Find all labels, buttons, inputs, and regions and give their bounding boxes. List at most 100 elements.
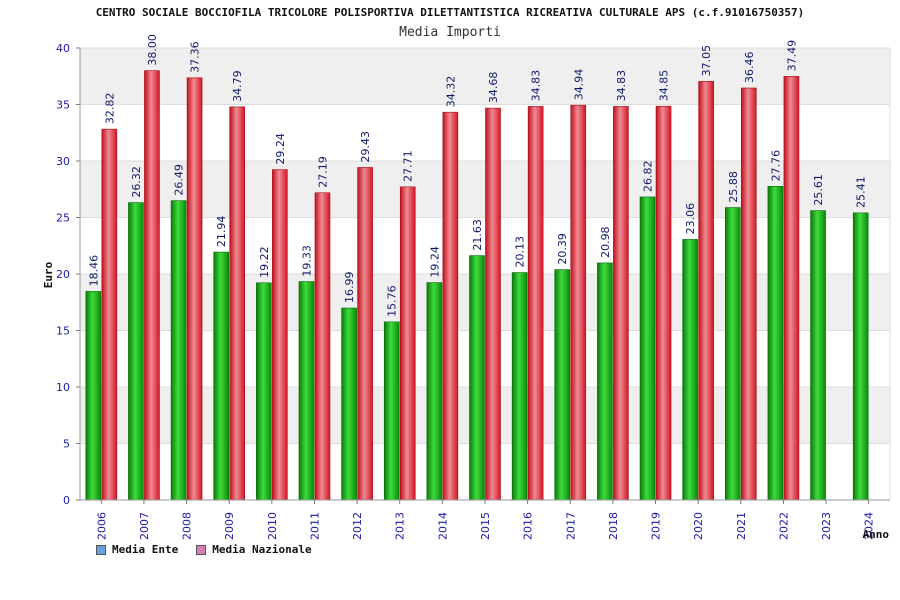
bar-media-nazionale-2010: [272, 169, 288, 501]
chart-subtitle: Media Importi: [399, 25, 501, 40]
data-label-media-ente-2016: 20.13: [514, 236, 527, 268]
data-label-media-nazionale-2017: 34.94: [572, 69, 585, 101]
x-tick-label-2007: 2007: [138, 512, 151, 540]
data-label-media-ente-2018: 20.98: [599, 226, 612, 258]
data-label-media-ente-2022: 27.76: [769, 150, 782, 182]
bar-media-nazionale-2022: [783, 76, 800, 501]
bar-media-nazionale-2018: [613, 106, 629, 501]
bar-media-ente-2012: [341, 307, 357, 501]
bar-media-nazionale-2016: [527, 106, 544, 501]
y-tick-label: 40: [56, 42, 70, 55]
x-tick-label-2013: 2013: [394, 512, 407, 540]
x-tick-label-2018: 2018: [607, 512, 620, 540]
data-label-media-nazionale-2022: 37.49: [785, 40, 798, 72]
bar-media-nazionale-2021: [740, 87, 757, 501]
x-tick-label-2012: 2012: [351, 512, 364, 540]
data-label-media-nazionale-2016: 34.83: [530, 70, 543, 102]
bar-media-ente-2010: [256, 282, 272, 501]
data-label-media-ente-2020: 23.06: [684, 203, 697, 235]
x-tick-label-2010: 2010: [266, 512, 279, 540]
legend-swatch-media-nazionale: [196, 544, 207, 555]
x-tick-label-2017: 2017: [564, 512, 577, 540]
bar-labels: 18.46 32.82 26.32 38.00 26.49 37.36 21.94 34.79…: [87, 34, 867, 317]
data-label-media-ente-2012: 16.99: [343, 272, 356, 304]
bar-media-ente-2020: [682, 239, 698, 501]
bar-media-ente-2018: [597, 262, 613, 501]
data-label-media-ente-2015: 21.63: [471, 219, 484, 251]
bar-media-ente-2024: [852, 212, 869, 501]
chart-title: CENTRO SOCIALE BOCCIOFILA TRICOLORE POLI…: [95, 6, 805, 19]
bar-media-nazionale-2013: [399, 186, 416, 501]
x-tick-label-2024: 2024: [863, 512, 876, 540]
bar-media-nazionale-2020: [698, 81, 714, 501]
bar-media-nazionale-2012: [357, 167, 373, 501]
data-label-media-nazionale-2015: 34.68: [487, 72, 500, 104]
y-tick-label: 10: [56, 381, 70, 394]
data-label-media-ente-2019: 26.82: [642, 160, 655, 192]
bar-media-ente-2016: [511, 272, 528, 501]
x-tick-label-2019: 2019: [650, 512, 663, 540]
bar-media-ente-2017: [554, 269, 571, 501]
y-tick-label: 15: [56, 325, 70, 338]
data-label-media-nazionale-2007: 38.00: [146, 34, 159, 66]
data-label-media-ente-2017: 20.39: [556, 233, 569, 265]
y-tick-labels: 0 5 10 15 20 25 30 35 40: [56, 42, 70, 507]
x-tick-label-2021: 2021: [735, 512, 748, 540]
legend: Media Ente Media Nazionale: [96, 543, 312, 556]
x-tick-label-2020: 2020: [692, 512, 705, 540]
data-label-media-nazionale-2021: 36.46: [743, 52, 756, 84]
bar-media-ente-2006: [85, 291, 102, 501]
legend-item-media-nazionale: Media Nazionale: [196, 543, 312, 556]
data-label-media-ente-2014: 19.24: [428, 246, 441, 278]
bar-media-nazionale-2015: [485, 107, 501, 501]
y-tick-label: 0: [63, 494, 70, 507]
bar-media-ente-2008: [170, 200, 187, 501]
bar-media-ente-2009: [213, 251, 230, 501]
data-label-media-nazionale-2008: 37.36: [189, 41, 202, 73]
data-label-media-nazionale-2010: 29.24: [274, 133, 287, 165]
legend-label-media-ente: Media Ente: [112, 543, 179, 556]
data-label-media-ente-2008: 26.49: [173, 164, 186, 196]
x-axis-label: Anno: [863, 528, 890, 541]
data-label-media-ente-2010: 19.22: [258, 246, 271, 278]
bar-media-ente-2007: [128, 202, 144, 501]
x-tick-label-2006: 2006: [95, 512, 108, 540]
y-tick-label: 25: [56, 212, 70, 225]
data-label-media-nazionale-2019: 34.85: [658, 70, 671, 102]
bar-media-nazionale-2008: [186, 77, 203, 501]
data-label-media-ente-2009: 21.94: [215, 216, 228, 247]
bar-media-nazionale-2011: [314, 192, 331, 501]
x-tick-label-2008: 2008: [181, 512, 194, 540]
data-label-media-ente-2006: 18.46: [87, 255, 100, 287]
data-label-media-nazionale-2013: 27.71: [402, 150, 415, 182]
bar-media-nazionale-2017: [570, 104, 587, 501]
bar-media-nazionale-2014: [442, 111, 459, 501]
x-tick-label-2011: 2011: [308, 512, 321, 540]
x-tick-label-2022: 2022: [777, 512, 790, 540]
data-label-media-nazionale-2009: 34.79: [231, 70, 244, 101]
x-tick-labels: 2006 2007 2008 2009 2010 2011 2012 2013 2014 2015…: [95, 500, 876, 540]
y-axis-label: Euro: [42, 261, 55, 288]
data-label-media-ente-2024: 25.41: [855, 176, 868, 208]
x-tick-label-2023: 2023: [820, 512, 833, 540]
bar-media-nazionale-2009: [229, 106, 246, 501]
bar-media-nazionale-2007: [144, 70, 160, 501]
bar-media-nazionale-2006: [101, 128, 118, 501]
bar-media-ente-2013: [383, 321, 400, 501]
data-label-media-ente-2011: 19.33: [300, 245, 313, 277]
x-tick-label-2014: 2014: [436, 512, 449, 540]
legend-label-media-nazionale: Media Nazionale: [212, 543, 312, 556]
data-label-media-ente-2021: 25.88: [727, 171, 740, 203]
x-tick-label-2009: 2009: [223, 512, 236, 540]
y-tick-label: 20: [56, 268, 70, 281]
y-tick-label: 35: [56, 99, 70, 112]
y-tick-label: 5: [63, 438, 70, 451]
data-label-media-nazionale-2011: 27.19: [316, 156, 329, 188]
data-label-media-nazionale-2014: 34.32: [444, 76, 457, 108]
bar-media-ente-2022: [767, 186, 784, 501]
legend-item-media-ente: Media Ente: [96, 543, 178, 556]
bar-media-ente-2011: [298, 281, 315, 501]
x-tick-label-2016: 2016: [522, 512, 535, 540]
x-tick-label-2015: 2015: [479, 512, 492, 540]
